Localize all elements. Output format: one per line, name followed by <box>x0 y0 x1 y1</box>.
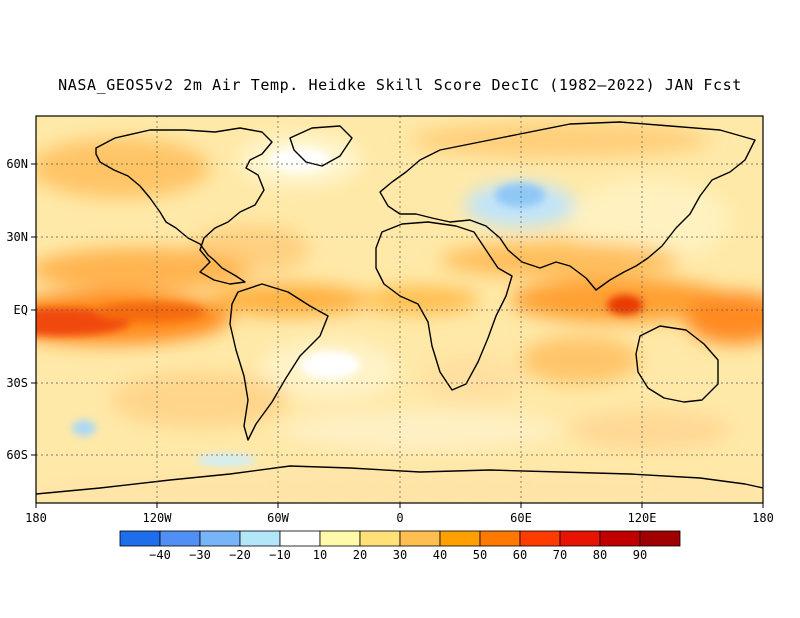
colorbar-label: −30 <box>189 548 211 562</box>
colorbar-swatch <box>319 530 361 547</box>
x-label-180-east: 180 <box>752 511 774 525</box>
colorbar-label: 30 <box>393 548 407 562</box>
y-label-60s: 60S <box>6 448 28 462</box>
x-label-60e: 60E <box>510 511 532 525</box>
coastlines <box>36 121 763 495</box>
colorbar-label: 80 <box>593 548 607 562</box>
colorbar-labels: −40 −30 −20 −10 10 20 30 40 50 60 70 80 … <box>149 548 647 562</box>
y-label-60n: 60N <box>6 157 28 171</box>
x-label-120w: 120W <box>143 511 173 525</box>
colorbar-label: 40 <box>433 548 447 562</box>
coastline-africa <box>375 221 513 391</box>
y-label-30n: 30N <box>6 230 28 244</box>
colorbar-swatch <box>399 530 441 547</box>
colorbar-label: 20 <box>353 548 367 562</box>
colorbar-swatch <box>559 530 601 547</box>
coastline-north-america <box>95 127 273 285</box>
colorbar-swatch <box>119 530 161 547</box>
skill-score-field <box>36 116 763 503</box>
coastline-south-america <box>229 283 329 441</box>
y-axis-labels: 60N 30N EQ 30S 60S <box>6 157 28 462</box>
colorbar-label: 10 <box>313 548 327 562</box>
colorbar-label: −40 <box>149 548 171 562</box>
colorbar-swatch <box>519 530 561 547</box>
coastline-eurasia <box>379 121 756 291</box>
colorbar-label: 50 <box>473 548 487 562</box>
colorbar-label: 70 <box>553 548 567 562</box>
colorbar-swatch <box>199 530 241 547</box>
x-label-180-west: 180 <box>25 511 47 525</box>
coastline-antarctica <box>36 465 763 495</box>
y-label-eq: EQ <box>14 303 28 317</box>
coastline-australia <box>635 325 719 403</box>
colorbar-swatch <box>599 530 641 547</box>
map-title: NASA_GEOS5v2 2m Air Temp. Heidke Skill S… <box>58 76 742 94</box>
colorbar-swatch <box>639 530 681 547</box>
colorbar-swatch <box>159 530 201 547</box>
x-label-120e: 120E <box>628 511 657 525</box>
x-label-60w: 60W <box>267 511 289 525</box>
x-axis-labels: 180 120W 60W 0 60E 120E 180 <box>25 511 774 525</box>
x-label-0: 0 <box>396 511 403 525</box>
colorbar-label: 90 <box>633 548 647 562</box>
y-label-30s: 30S <box>6 376 28 390</box>
colorbar-swatch <box>479 530 521 547</box>
colorbar-swatch <box>359 530 401 547</box>
colorbar-swatch <box>239 530 281 547</box>
colorbar-swatch <box>279 530 321 547</box>
graticule <box>36 116 763 503</box>
colorbar: −40 −30 −20 −10 10 20 30 40 50 60 70 80 … <box>119 530 681 562</box>
colorbar-boxes <box>119 530 681 547</box>
colorbar-label: 60 <box>513 548 527 562</box>
coastline-greenland <box>289 125 353 167</box>
colorbar-swatch <box>439 530 481 547</box>
colorbar-label: −20 <box>229 548 251 562</box>
colorbar-label: −10 <box>269 548 291 562</box>
axis-ticks <box>31 163 764 508</box>
